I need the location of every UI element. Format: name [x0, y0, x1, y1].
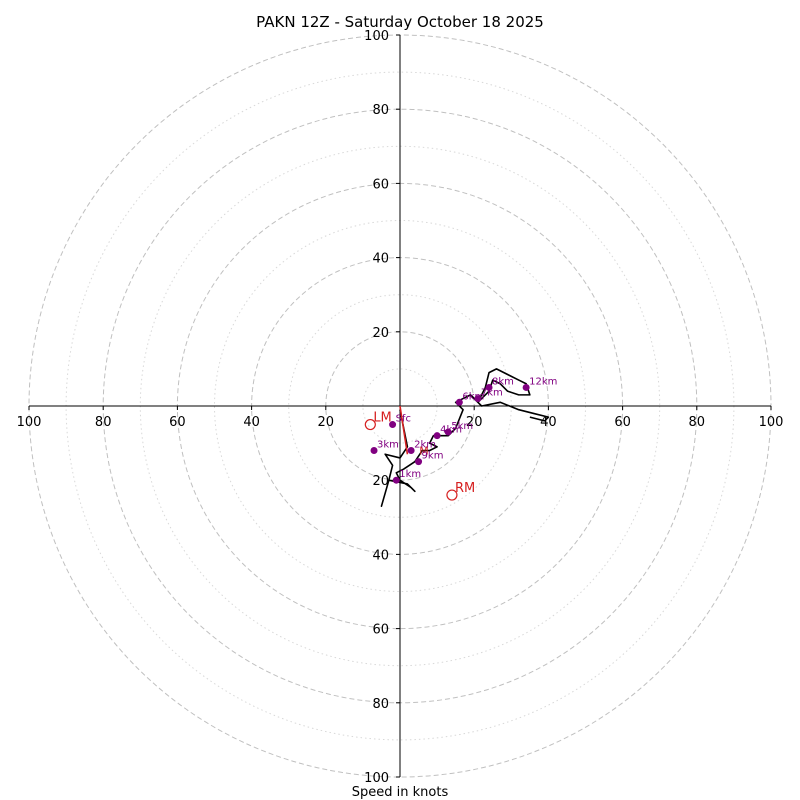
storm-motion-line — [399, 405, 409, 455]
x-tick-label: 20 — [318, 415, 335, 430]
y-tick-label: 20 — [372, 474, 389, 489]
x-tick-label: 100 — [759, 415, 784, 430]
y-tick-label: 40 — [372, 548, 389, 563]
height-marker-label: 3km — [377, 440, 399, 451]
height-marker-label: 8km — [492, 376, 514, 387]
y-tick-label: 60 — [372, 623, 389, 638]
storm-motion-label: M — [419, 445, 429, 458]
height-marker — [433, 432, 441, 440]
height-marker — [415, 458, 423, 466]
storm-motion-marker — [446, 489, 458, 501]
height-marker-label: 1km — [399, 469, 421, 480]
y-tick-label: 80 — [372, 697, 389, 712]
x-tick-label: 100 — [17, 415, 42, 430]
x-tick-label: 80 — [689, 415, 706, 430]
x-tick-label: 80 — [95, 415, 112, 430]
height-marker — [522, 383, 530, 391]
y-tick-label: 80 — [372, 103, 389, 118]
x-tick-label: 60 — [169, 415, 186, 430]
storm-motion-marker — [364, 418, 376, 431]
height-marker-label: 12km — [529, 376, 557, 387]
x-tick-label: 40 — [540, 415, 557, 430]
tick-labels: 100 80 60 40 20 20 40 60 80 100 100 80 60 40 20 20 40 60 8… — [17, 29, 784, 786]
x-tick-label: 40 — [243, 415, 260, 430]
y-tick-label: 20 — [372, 326, 389, 341]
x-axis-label: Speed in knots — [352, 785, 449, 800]
height-marker — [485, 383, 493, 391]
height-marker-label: 9km — [422, 451, 444, 462]
height-marker-label: 5km — [451, 421, 473, 432]
height-marker — [389, 421, 397, 429]
wind-trace-line — [380, 368, 550, 507]
height-marker-label: 7km — [481, 388, 503, 399]
x-tick-label: 60 — [614, 415, 631, 430]
height-marker — [370, 447, 378, 455]
height-marker — [407, 447, 415, 455]
chart-title: PAKN 12Z - Saturday October 18 2025 — [256, 13, 544, 31]
height-marker — [474, 395, 482, 403]
height-marker-label: 6km — [462, 391, 484, 402]
height-marker-label: Sfc — [396, 414, 411, 425]
storm-motion-label: LM — [373, 411, 391, 426]
y-tick-label: 60 — [372, 177, 389, 192]
storm-motion: LM RM M — [364, 405, 475, 501]
y-tick-label: 100 — [364, 771, 389, 786]
height-marker-label: 2km — [414, 440, 436, 451]
height-marker — [455, 398, 463, 406]
y-tick-label: 100 — [364, 29, 389, 44]
wind-trace — [380, 368, 550, 507]
height-marker — [392, 476, 400, 484]
y-tick-label: 40 — [372, 252, 389, 267]
storm-motion-label: RM — [455, 481, 475, 496]
x-tick-label: 20 — [466, 415, 483, 430]
height-markers: Sfc1km2km3km4km5km6km7km8km12km9km — [370, 376, 557, 484]
height-marker — [444, 428, 452, 436]
